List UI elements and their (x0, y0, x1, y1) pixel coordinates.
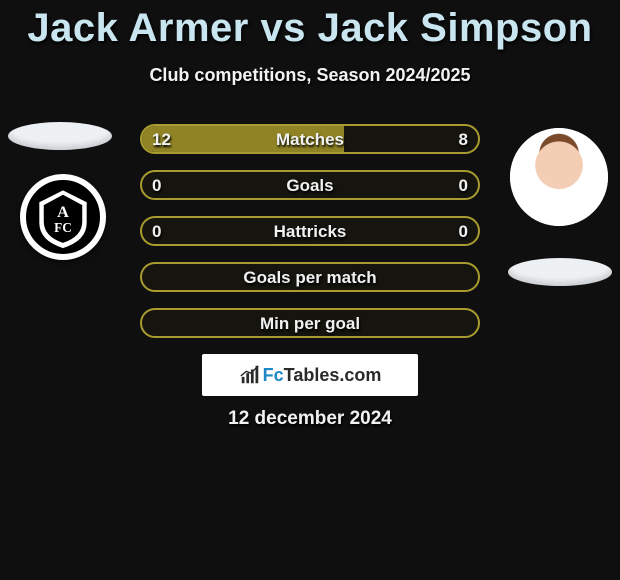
stat-right-value: 0 (449, 218, 478, 244)
stat-label: Hattricks (142, 218, 478, 244)
stat-row-hattricks: 0 Hattricks 0 (140, 216, 480, 246)
stat-row-matches: 12 Matches 8 (140, 124, 480, 154)
stat-row-gpm: Goals per match (140, 262, 480, 292)
club-badge-left: A FC (20, 174, 106, 260)
stat-row-mpg: Min per goal (140, 308, 480, 338)
stat-right-value (458, 264, 478, 290)
stat-rows: 12 Matches 8 0 Goals 0 0 Hattricks 0 Goa… (140, 124, 480, 354)
stat-label: Min per goal (142, 310, 478, 336)
player-left-marker (8, 122, 112, 150)
player-right-marker (508, 258, 612, 286)
brand-text-accent: Fc (263, 365, 284, 385)
stat-label: Goals (142, 172, 478, 198)
brand-box: FcTables.com (202, 354, 418, 396)
stat-label: Goals per match (142, 264, 478, 290)
stat-row-goals: 0 Goals 0 (140, 170, 480, 200)
svg-text:FC: FC (54, 220, 72, 235)
svg-text:A: A (57, 202, 69, 221)
stat-right-value: 0 (449, 172, 478, 198)
page-title: Jack Armer vs Jack Simpson (0, 0, 620, 51)
brand-text: FcTables.com (263, 365, 382, 386)
subtitle: Club competitions, Season 2024/2025 (0, 65, 620, 86)
stat-right-value (458, 310, 478, 336)
brand-text-rest: Tables.com (284, 365, 382, 385)
comparison-stage: A FC 12 Matches 8 0 Goals 0 0 Hattricks … (0, 100, 620, 360)
avatar-face-placeholder (510, 128, 608, 226)
stat-label: Matches (142, 126, 478, 152)
chart-icon (239, 364, 261, 386)
date-line: 12 december 2024 (0, 408, 620, 430)
stat-right-value: 8 (449, 126, 478, 152)
club-badge-icon: A FC (26, 180, 100, 254)
player-right-photo (510, 128, 608, 226)
